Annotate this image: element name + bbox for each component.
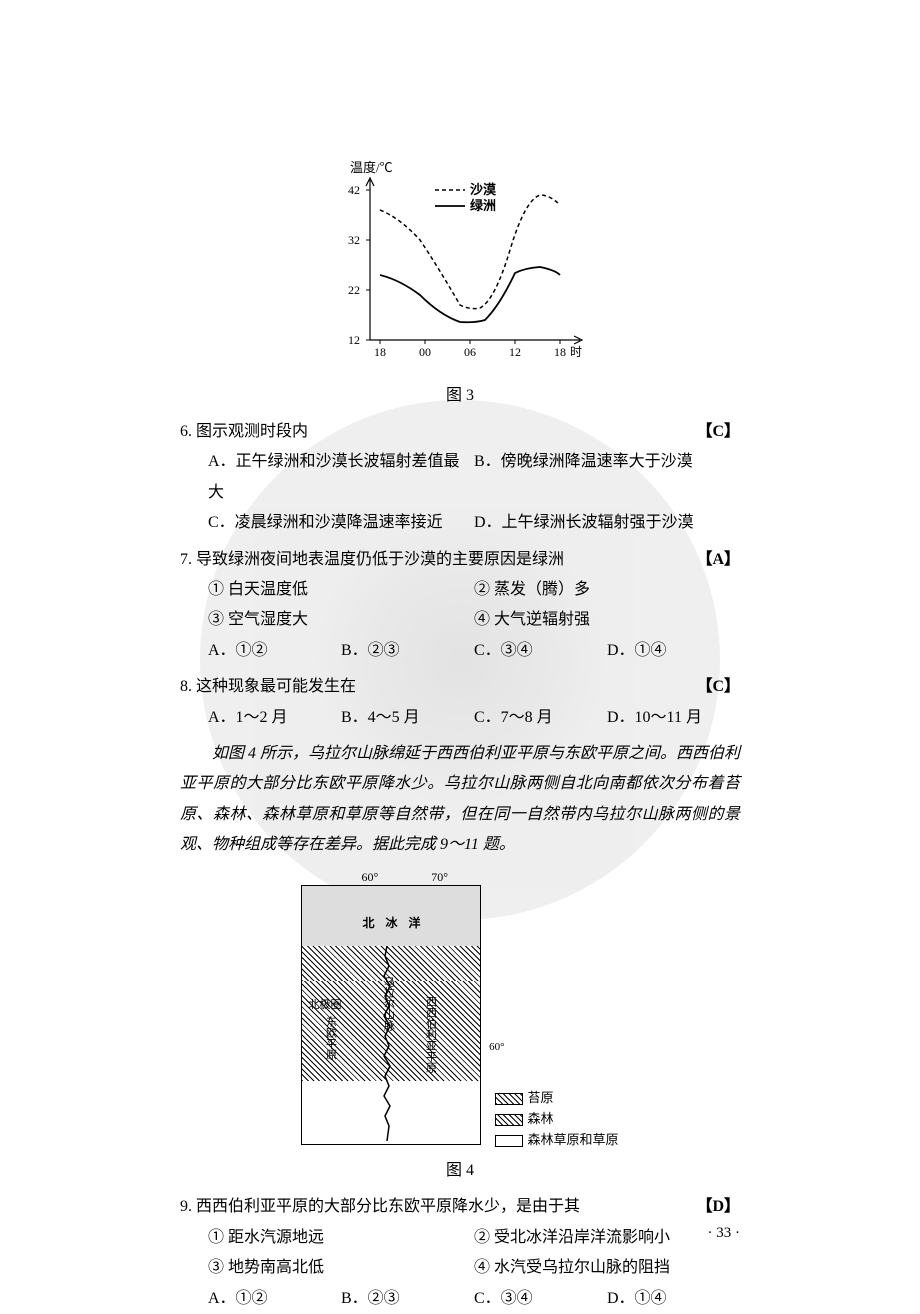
ytick-22: 22	[348, 283, 360, 297]
q7-opt-c: C．③④	[474, 636, 607, 666]
figure-3-label: 图 3	[180, 381, 740, 405]
ytick-42: 42	[348, 183, 360, 197]
map-box: 北 冰 洋 北极圈 东欧平原 乌拉尔山脉 西西伯利亚平原 60°	[301, 885, 481, 1145]
legend-steppe: 森林草原和草原	[527, 1132, 618, 1147]
series-oasis	[380, 267, 560, 322]
question-7: 7. 导致绿洲夜间地表温度仍低于沙漠的主要原因是绿洲 【A】 ① 白天温度低 ②…	[180, 545, 740, 667]
q7-opt-b: B．②③	[341, 636, 474, 666]
xtick-1: 00	[419, 345, 431, 359]
q6-opt-b: B．傍晚绿洲降温速率大于沙漠	[474, 447, 740, 508]
passage-9-11: 如图 4 所示，乌拉尔山脉绵延于西西伯利亚平原与东欧平原之间。西西伯利亚平原的大…	[180, 739, 740, 861]
q7-opt-a: A．①②	[208, 636, 341, 666]
q9-item-3: ③ 地势南高北低	[208, 1253, 474, 1283]
figure-3: 温度/℃ 12 22 32 42 18	[180, 160, 740, 405]
q7-opt-d: D．①④	[607, 636, 740, 666]
ytick-12: 12	[348, 333, 360, 347]
question-6: 6. 图示观测时段内 【C】 A．正午绿洲和沙漠长波辐射差值最大 B．傍晚绿洲降…	[180, 417, 740, 539]
q8-stem: 这种现象最可能发生在	[196, 678, 356, 695]
question-9: 9. 西西伯利亚平原的大部分比东欧平原降水少，是由于其 【D】 ① 距水汽源地远…	[180, 1192, 740, 1314]
q7-stem: 导致绿洲夜间地表温度仍低于沙漠的主要原因是绿洲	[196, 551, 564, 568]
q6-opt-d: D．上午绿洲长波辐射强于沙漠	[474, 508, 740, 538]
map-legend: 苔原 森林 森林草原和草原	[495, 1088, 618, 1150]
legend-oasis: 绿洲	[470, 198, 496, 213]
q7-item-3: ③ 空气湿度大	[208, 605, 474, 635]
q6-opt-c: C．凌晨绿洲和沙漠降温速率接近	[208, 508, 474, 538]
legend-tundra: 苔原	[527, 1090, 553, 1105]
legend-desert: 沙漠	[470, 182, 497, 197]
q8-opt-c: C．7～8 月	[474, 703, 607, 733]
q9-opt-b: B．②③	[341, 1284, 474, 1314]
q8-opt-d: D．10～11 月	[607, 703, 740, 733]
map-right-tick: 60°	[489, 1041, 504, 1053]
q9-num: 9.	[180, 1198, 192, 1215]
q9-item-4: ④ 水汽受乌拉尔山脉的阻挡	[474, 1253, 740, 1283]
xtick-2: 06	[464, 345, 476, 359]
q9-opt-d: D．①④	[607, 1284, 740, 1314]
q8-opt-a: A．1～2 月	[208, 703, 341, 733]
q6-opt-a: A．正午绿洲和沙漠长波辐射差值最大	[208, 447, 474, 508]
q7-item-2: ② 蒸发（腾）多	[474, 575, 740, 605]
question-8: 8. 这种现象最可能发生在 【C】 A．1～2 月 B．4～5 月 C．7～8 …	[180, 672, 740, 733]
map-ocean-label: 北 冰 洋	[362, 914, 424, 931]
map-siberia-label: 西西伯利亚平原	[422, 996, 438, 1073]
q9-opt-c: C．③④	[474, 1284, 607, 1314]
map-tick-60: 60°	[361, 870, 378, 884]
q9-stem: 西西伯利亚平原的大部分比东欧平原降水少，是由于其	[196, 1198, 580, 1215]
q9-answer: 【D】	[696, 1192, 740, 1222]
q6-answer: 【C】	[696, 417, 740, 447]
q6-stem: 图示观测时段内	[196, 423, 308, 440]
xtick-3: 12	[509, 345, 521, 359]
page-content: 温度/℃ 12 22 32 42 18	[180, 160, 740, 1314]
y-axis-label: 温度/℃	[350, 160, 393, 175]
q9-item-1: ① 距水汽源地远	[208, 1223, 474, 1253]
q8-answer: 【C】	[696, 672, 740, 702]
q8-opt-b: B．4～5 月	[341, 703, 474, 733]
q9-item-2: ② 受北冰洋沿岸洋流影响小	[474, 1223, 740, 1253]
legend-forest: 森林	[527, 1111, 553, 1126]
temperature-chart: 温度/℃ 12 22 32 42 18	[330, 160, 590, 370]
map-tick-70: 70°	[431, 870, 448, 884]
figure-4-label: 图 4	[180, 1156, 740, 1180]
figure-4: 60° 70° 北 冰 洋 北极圈 东欧平原 乌拉尔山脉 西西伯利亚平原 60°	[180, 870, 740, 1180]
xtick-0: 18	[374, 345, 386, 359]
ytick-32: 32	[348, 233, 360, 247]
q9-opt-a: A．①②	[208, 1284, 341, 1314]
x-axis-label: 时	[570, 345, 582, 359]
q7-item-1: ① 白天温度低	[208, 575, 474, 605]
q7-answer: 【A】	[696, 545, 740, 575]
map-arctic-label: 北极圈	[308, 996, 341, 1012]
xtick-4: 18	[554, 345, 566, 359]
q6-num: 6.	[180, 423, 192, 440]
q7-num: 7.	[180, 551, 192, 568]
map-easteu-label: 东欧平原	[322, 1016, 338, 1060]
q7-item-4: ④ 大气逆辐射强	[474, 605, 740, 635]
q8-num: 8.	[180, 678, 192, 695]
